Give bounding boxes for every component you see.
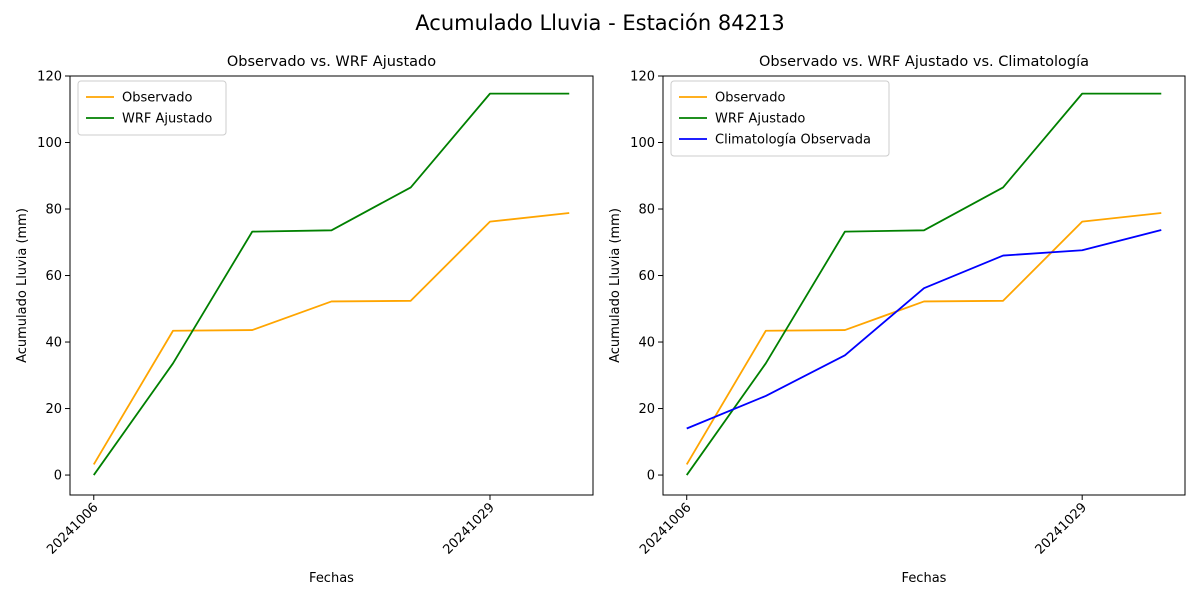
plot-frame bbox=[662, 75, 1186, 496]
chart-1: Observado vs. WRF Ajustado 0 20 40 60 80 100 12… bbox=[15, 54, 594, 586]
x-tick-label: 20241006 bbox=[637, 500, 694, 557]
x-axis-label: Fechas bbox=[902, 571, 947, 586]
figure-suptitle: Acumulado Lluvia - Estación 84213 bbox=[415, 11, 784, 35]
y-tick-label: 60 bbox=[45, 269, 62, 284]
legend-entry: WRF Ajustado bbox=[715, 112, 805, 127]
series-line-1 bbox=[685, 212, 1162, 465]
legend-frame bbox=[670, 80, 890, 157]
plot-frame bbox=[69, 75, 594, 496]
legend-entry: Observado bbox=[715, 91, 786, 106]
legend-entry: Observado bbox=[122, 91, 193, 106]
y-tick-label: 20 bbox=[638, 402, 655, 417]
y-tick-label: 100 bbox=[630, 136, 655, 151]
y-tick-label: 100 bbox=[37, 136, 62, 151]
y-tick-label: 0 bbox=[647, 469, 655, 484]
y-tick-label: 40 bbox=[638, 336, 655, 351]
series-line-3 bbox=[686, 229, 1162, 430]
legend-entry: Climatología Observada bbox=[715, 133, 871, 148]
y-tick-label: 120 bbox=[630, 70, 655, 85]
x-tick-label: 20241029 bbox=[1033, 500, 1090, 557]
chart-title: Observado vs. WRF Ajustado bbox=[227, 54, 436, 70]
legend-entry: WRF Ajustado bbox=[122, 112, 212, 127]
y-tick-label: 40 bbox=[45, 336, 62, 351]
y-axis-label: Acumulado Lluvia (mm) bbox=[608, 208, 623, 363]
y-tick-label: 120 bbox=[37, 70, 62, 85]
x-axis-label: Fechas bbox=[309, 571, 354, 586]
chart-2: Observado vs. WRF Ajustado vs. Climatolo… bbox=[608, 54, 1186, 586]
y-tick-label: 80 bbox=[638, 203, 655, 218]
series-line-1 bbox=[92, 212, 570, 465]
chart-title: Observado vs. WRF Ajustado vs. Climatolo… bbox=[759, 54, 1089, 70]
y-tick-label: 20 bbox=[45, 402, 62, 417]
y-tick-label: 0 bbox=[54, 469, 62, 484]
legend-frame bbox=[77, 80, 227, 136]
x-tick-label: 20241029 bbox=[440, 500, 497, 557]
series-line-2 bbox=[685, 92, 1162, 476]
x-tick-label: 20241006 bbox=[44, 500, 101, 557]
y-tick-label: 60 bbox=[638, 269, 655, 284]
series-line-2 bbox=[93, 92, 570, 476]
legend: Observado WRF Ajustado bbox=[77, 80, 227, 136]
y-axis-label: Acumulado Lluvia (mm) bbox=[15, 208, 30, 363]
y-tick-label: 80 bbox=[45, 203, 62, 218]
legend: Observado WRF Ajustado Climatología Observ… bbox=[670, 80, 890, 157]
